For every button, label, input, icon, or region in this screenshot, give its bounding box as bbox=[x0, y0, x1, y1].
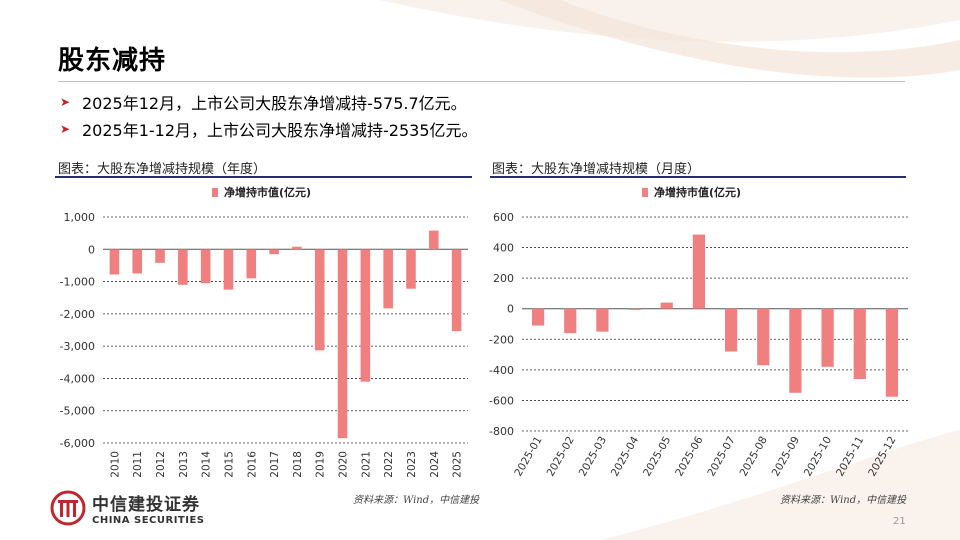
y-tick-label: -5,000 bbox=[60, 405, 95, 418]
bullet-item: ➤ 2025年12月，上市公司大股东净增减持-575.7亿元。 bbox=[60, 88, 478, 115]
x-tick-label: 2025-04 bbox=[609, 434, 641, 478]
legend-swatch bbox=[212, 188, 218, 197]
bar-2015 bbox=[223, 249, 234, 290]
y-tick-label: -600 bbox=[489, 394, 514, 407]
source-note-monthly: 资料来源：Wind，中信建投 bbox=[780, 495, 907, 506]
logo-text-cn: 中信建投证券 bbox=[92, 495, 200, 515]
bar-2016 bbox=[246, 249, 257, 279]
bar-2025-05 bbox=[660, 302, 673, 309]
bar-2014 bbox=[200, 249, 211, 284]
logo-text-en: CHINA SECURITIES bbox=[92, 515, 205, 526]
source-note-annual: 资料来源：Wind，中信建投 bbox=[353, 495, 480, 506]
title-divider bbox=[58, 81, 905, 82]
page-title: 股东减持 bbox=[58, 46, 167, 76]
x-tick-label: 2012 bbox=[155, 451, 167, 478]
x-tick-label: 2011 bbox=[132, 451, 144, 478]
bar-2025 bbox=[451, 249, 462, 332]
y-tick-label: 200 bbox=[493, 272, 514, 285]
x-tick-label: 2023 bbox=[406, 451, 418, 478]
x-tick-label: 2025-12 bbox=[866, 435, 898, 479]
bar-2025-06 bbox=[692, 234, 706, 309]
bar-2025-11 bbox=[853, 308, 866, 380]
x-tick-label: 2017 bbox=[269, 451, 281, 478]
x-tick-label: 2015 bbox=[223, 451, 235, 478]
page-number: 21 bbox=[893, 516, 906, 527]
bar-2025-02 bbox=[564, 308, 577, 334]
x-tick-label: 2010 bbox=[109, 451, 121, 478]
x-tick-label: 2021 bbox=[360, 451, 372, 478]
x-tick-label: 2019 bbox=[315, 451, 327, 478]
bar-2021 bbox=[360, 249, 371, 382]
x-tick-label: 2025-11 bbox=[834, 435, 866, 479]
x-tick-label: 2025 bbox=[452, 451, 464, 478]
y-tick-label: 0 bbox=[88, 243, 95, 256]
bar-2025-07 bbox=[724, 308, 738, 352]
y-tick-label: -800 bbox=[489, 425, 514, 438]
y-tick-label: 400 bbox=[493, 242, 514, 255]
bar-2025-08 bbox=[757, 308, 770, 366]
bar-2025-09 bbox=[789, 308, 802, 393]
x-tick-label: 2016 bbox=[246, 451, 258, 478]
y-tick-label: 0 bbox=[507, 303, 514, 316]
company-logo: 中信建投证券 CHINA SECURITIES bbox=[50, 490, 205, 526]
bar-2022 bbox=[383, 249, 393, 309]
y-tick-label: 600 bbox=[493, 211, 514, 224]
y-tick-label: -1,000 bbox=[60, 276, 95, 289]
chart-rule-monthly bbox=[490, 176, 906, 178]
x-tick-label: 2022 bbox=[383, 451, 395, 478]
x-tick-label: 2020 bbox=[338, 451, 350, 478]
y-tick-label: -3,000 bbox=[60, 340, 95, 353]
bar-2012 bbox=[155, 249, 165, 263]
bar-2025-10 bbox=[821, 308, 834, 367]
bar-2025-12 bbox=[885, 308, 899, 397]
bar-2025-03 bbox=[596, 308, 609, 332]
y-tick-label: -6,000 bbox=[60, 437, 95, 450]
x-tick-label: 2025-10 bbox=[802, 435, 834, 479]
bullet-text: 2025年1-12月，上市公司大股东净增减持-2535亿元。 bbox=[82, 120, 478, 140]
bar-2013 bbox=[178, 249, 188, 285]
legend-label: 净增持市值(亿元) bbox=[654, 185, 741, 199]
bullet-text: 2025年12月，上市公司大股东净增减持-575.7亿元。 bbox=[82, 93, 467, 113]
x-tick-label: 2014 bbox=[201, 451, 213, 478]
bar-2023 bbox=[406, 249, 416, 289]
x-tick-label: 2025-08 bbox=[738, 435, 770, 479]
bullet-list: ➤ 2025年12月，上市公司大股东净增减持-575.7亿元。 ➤ 2025年1… bbox=[60, 88, 478, 142]
legend-swatch bbox=[642, 188, 648, 197]
x-tick-label: 2025-03 bbox=[577, 435, 609, 479]
citic-logo-icon bbox=[50, 490, 86, 526]
bar-2019 bbox=[314, 249, 325, 351]
chart-rule-annual bbox=[55, 176, 472, 178]
y-tick-label: -400 bbox=[489, 364, 514, 377]
bar-2024 bbox=[428, 230, 439, 250]
chart-header-monthly: 图表：大股东净增减持规模（月度） bbox=[492, 162, 701, 177]
bar-2025-01 bbox=[531, 308, 545, 326]
x-tick-label: 2025-06 bbox=[673, 434, 705, 478]
bar-2017 bbox=[269, 249, 279, 255]
bar-2018 bbox=[292, 246, 302, 250]
y-tick-label: -2,000 bbox=[60, 308, 95, 321]
legend-label: 净增持市值(亿元) bbox=[224, 185, 311, 199]
bar-2010 bbox=[109, 249, 120, 275]
arrow-bullet-icon: ➤ bbox=[60, 94, 71, 109]
x-tick-label: 2025-02 bbox=[545, 435, 577, 479]
x-tick-label: 2025-09 bbox=[770, 435, 802, 479]
y-tick-label: -200 bbox=[489, 333, 514, 346]
x-tick-label: 2025-07 bbox=[705, 435, 737, 479]
bar-2011 bbox=[132, 249, 143, 274]
y-tick-label: -4,000 bbox=[60, 372, 95, 385]
chart-header-annual: 图表：大股东净增减持规模（年度） bbox=[58, 162, 267, 177]
bar-2025-04 bbox=[628, 308, 641, 310]
bullet-item: ➤ 2025年1-12月，上市公司大股东净增减持-2535亿元。 bbox=[60, 115, 478, 142]
x-tick-label: 2025-05 bbox=[641, 435, 673, 479]
x-tick-label: 2018 bbox=[292, 451, 304, 478]
x-tick-label: 2024 bbox=[429, 451, 441, 478]
y-tick-label: 1,000 bbox=[64, 211, 96, 224]
bar-2020 bbox=[337, 249, 348, 439]
x-tick-label: 2025-01 bbox=[512, 435, 544, 479]
arrow-bullet-icon: ➤ bbox=[60, 121, 71, 136]
x-tick-label: 2013 bbox=[178, 451, 190, 478]
